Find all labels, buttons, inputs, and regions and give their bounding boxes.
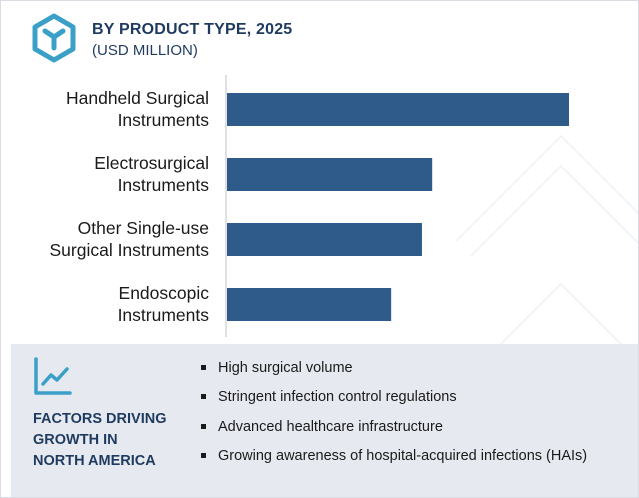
chart-subtitle: (USD MILLION) <box>92 42 198 59</box>
bar <box>227 93 569 126</box>
factors-title-line: NORTH AMERICA <box>33 453 156 469</box>
factors-title: FACTORS DRIVING GROWTH IN NORTH AMERICA <box>33 409 193 472</box>
chart-title: BY PRODUCT TYPE, 2025 <box>92 21 293 38</box>
factors-list: High surgical volume Stringent infection… <box>201 358 587 475</box>
category-label: Handheld Surgical Instruments <box>66 88 209 130</box>
trend-line-chart-icon <box>34 357 72 395</box>
category-label: Other Single-use Surgical Instruments <box>49 218 209 260</box>
bar-chart: Handheld Surgical Instruments Electrosurgi… <box>49 75 569 337</box>
factor-item: Growing awareness of hospital-acquired i… <box>201 446 587 475</box>
bar <box>227 223 422 256</box>
factor-item: Stringent infection control regulations <box>201 387 587 416</box>
bar <box>227 158 433 191</box>
factors-title-line: GROWTH IN <box>33 432 118 448</box>
hexagon-y-logo-icon <box>32 13 76 63</box>
factors-panel: FACTORS DRIVING GROWTH IN NORTH AMERICA … <box>11 344 638 497</box>
bar <box>227 288 392 321</box>
factor-item: Advanced healthcare infrastructure <box>201 417 587 446</box>
factor-item: High surgical volume <box>201 358 587 387</box>
category-label: Endoscopic Instruments <box>118 283 210 325</box>
factors-title-line: FACTORS DRIVING <box>33 411 167 427</box>
category-label: Electrosurgical Instruments <box>94 153 209 195</box>
